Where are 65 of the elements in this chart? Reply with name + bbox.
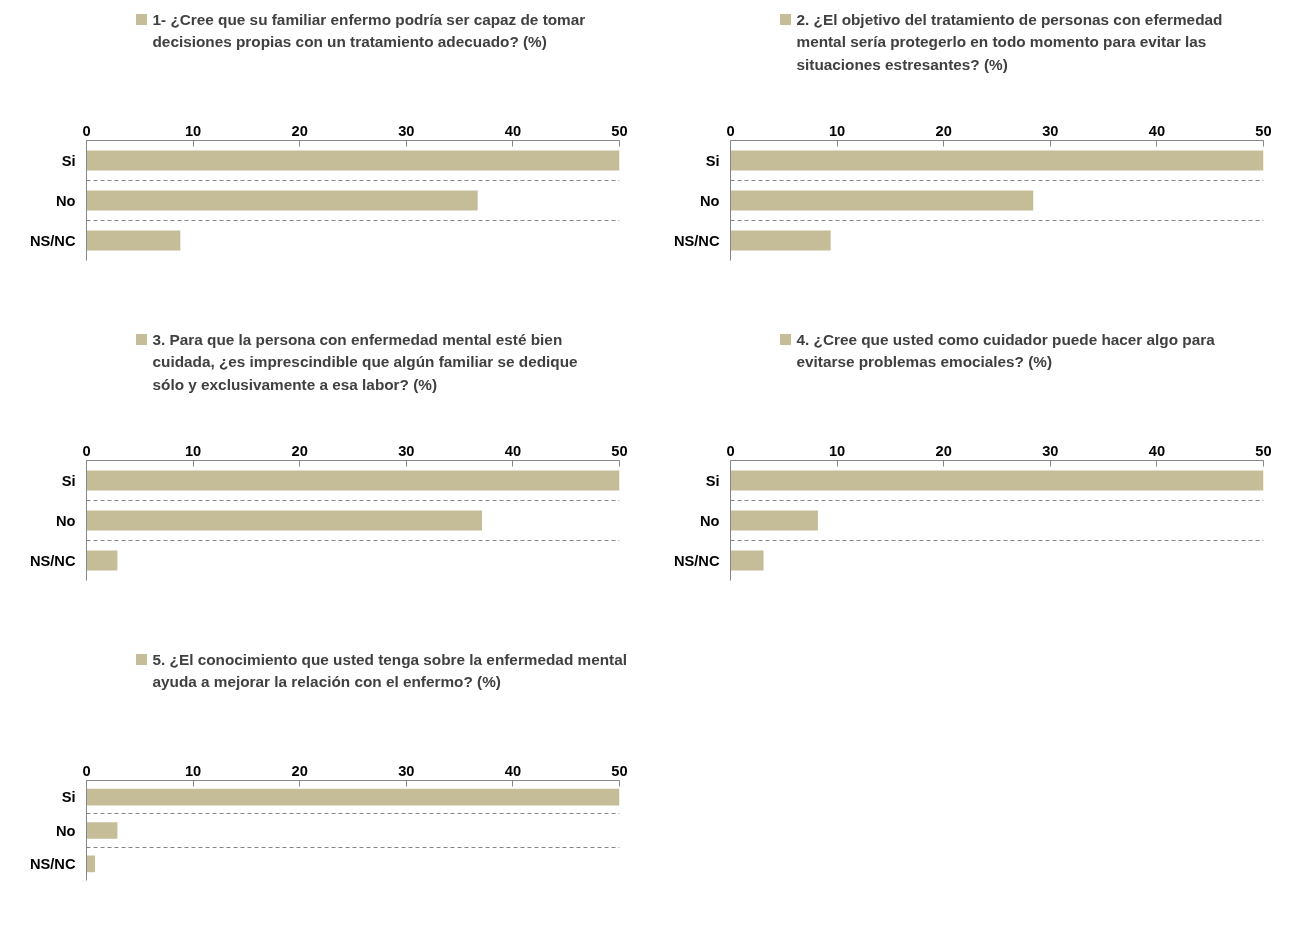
y-tick-label: Si: [705, 472, 720, 489]
y-tick-label: Si: [61, 472, 76, 489]
legend-label: 4. ¿Cree que usted como cuidador puede hacer algo para evitarse problemas emociales? (%): [796, 330, 1216, 371]
bar: [86, 510, 482, 531]
x-tick-label: 50: [611, 762, 628, 779]
x-tick-label: 0: [82, 122, 91, 139]
x-tick-label: 0: [726, 442, 735, 459]
bar: [86, 788, 620, 806]
y-tick-label: Si: [61, 789, 76, 806]
legend-label: 2. ¿El objetivo del tratamiento de personas con efermedad mental sería protegerlo en todo momento para evitar las situaciones estresantes? (%): [796, 10, 1223, 74]
x-tick-label: 30: [1042, 122, 1059, 139]
x-tick-label: 0: [82, 762, 91, 779]
bar: [86, 822, 118, 839]
bar: [730, 230, 831, 251]
x-tick-label: 10: [828, 442, 846, 459]
x-tick-label: 50: [1255, 122, 1272, 139]
x-tick-label: 30: [398, 762, 415, 779]
x-tick-label: 10: [184, 762, 202, 779]
x-tick-label: 30: [398, 122, 415, 139]
x-tick-label: 20: [291, 122, 308, 139]
bar: [730, 150, 1264, 171]
x-tick-label: 30: [1042, 442, 1059, 459]
x-tick-label: 40: [504, 762, 522, 779]
y-tick-label: Si: [61, 152, 76, 169]
y-tick-label: NS/NC: [29, 232, 76, 249]
x-tick-label: 10: [184, 442, 202, 459]
y-tick-label: No: [55, 192, 76, 209]
legend-label: 5. ¿El conocimiento que usted tenga sobre la enfermedad mental ayuda a mejorar la relación con el enfermo? (%): [152, 650, 627, 691]
x-tick-label: 40: [1148, 442, 1166, 459]
y-tick-label: NS/NC: [29, 855, 76, 872]
x-tick-label: 50: [611, 122, 628, 139]
y-tick-label: No: [55, 512, 76, 529]
x-tick-label: 40: [1148, 122, 1166, 139]
y-tick-label: NS/NC: [29, 552, 76, 569]
y-tick-label: NS/NC: [673, 232, 720, 249]
x-tick-label: 20: [291, 442, 308, 459]
y-tick-label: No: [699, 192, 720, 209]
y-tick-label: NS/NC: [673, 552, 720, 569]
bar: [730, 550, 764, 571]
bar: [86, 470, 620, 491]
bar: [86, 230, 181, 251]
legend-label: 3. Para que la persona con enfermedad mental esté bien cuidada, ¿es imprescindible que algún familiar se dedique sólo y exclusivamente a esa labor? (%): [152, 330, 578, 394]
x-tick-label: 0: [726, 122, 735, 139]
y-tick-label: Si: [705, 152, 720, 169]
x-tick-label: 20: [935, 122, 952, 139]
x-tick-label: 50: [611, 442, 628, 459]
bar: [86, 190, 478, 211]
x-tick-label: 0: [82, 442, 91, 459]
bar: [730, 470, 1264, 491]
y-tick-label: No: [55, 822, 76, 839]
x-tick-label: 40: [504, 122, 522, 139]
x-tick-label: 40: [504, 442, 522, 459]
x-tick-label: 30: [398, 442, 415, 459]
x-tick-label: 10: [184, 122, 202, 139]
x-tick-label: 10: [828, 122, 846, 139]
bar: [86, 855, 96, 873]
bar: [86, 150, 620, 171]
y-tick-label: No: [699, 512, 720, 529]
x-tick-label: 20: [291, 762, 308, 779]
x-tick-label: 20: [935, 442, 952, 459]
bar: [86, 550, 118, 571]
bar: [730, 510, 818, 531]
x-tick-label: 50: [1255, 442, 1272, 459]
bar: [730, 190, 1034, 211]
legend-label: 1- ¿Cree que su familiar enfermo podría ser capaz de tomar decisiones propias con un tratamiento adecuado? (%): [152, 10, 586, 51]
